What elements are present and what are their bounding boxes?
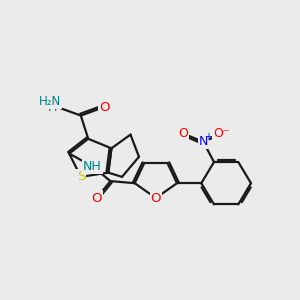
Text: N: N	[199, 136, 208, 148]
Text: O: O	[178, 127, 188, 140]
Text: O: O	[92, 191, 102, 205]
Text: O: O	[99, 100, 109, 114]
Text: O: O	[151, 191, 161, 205]
Text: NH: NH	[83, 160, 102, 173]
Text: O⁻: O⁻	[213, 127, 230, 140]
Text: H₂N: H₂N	[39, 95, 61, 108]
Text: +: +	[204, 132, 212, 142]
Text: S: S	[76, 170, 85, 183]
Text: H: H	[48, 100, 58, 114]
